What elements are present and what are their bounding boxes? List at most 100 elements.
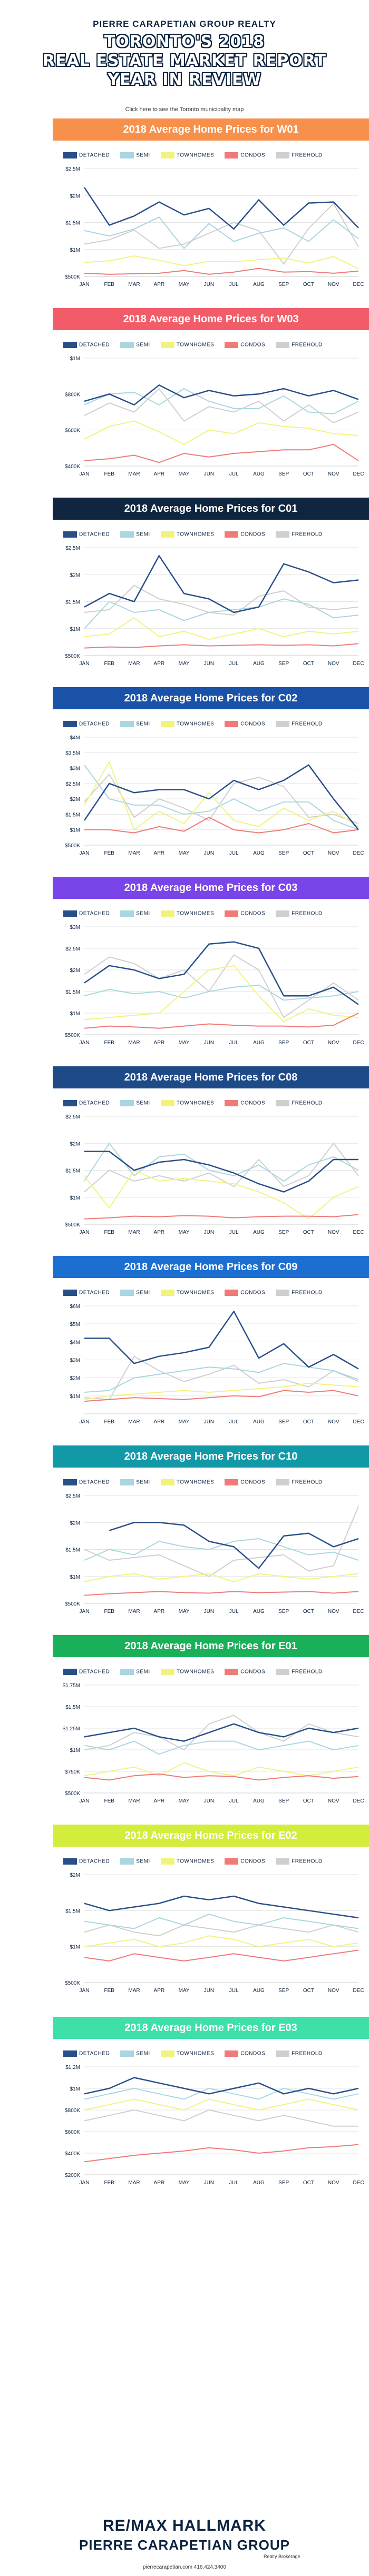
chart-title: 2018 Average Home Prices for W03 (123, 313, 299, 325)
y-tick-label: $1M (70, 1574, 80, 1580)
x-tick-label: JUN (204, 1419, 214, 1425)
series-line-condos (84, 1390, 359, 1402)
legend-label: SEMI (136, 342, 150, 348)
x-tick-label: APR (154, 282, 165, 288)
x-tick-label: OCT (303, 850, 314, 856)
series-line-condos (84, 817, 359, 834)
line-chart: $500K $1M $1.5M $2M $2.5M $3M JAN FEB MAR APR MAY J… (65, 925, 364, 1046)
y-tick-label: $1.5M (65, 1168, 80, 1174)
x-tick-label: SEP (278, 282, 289, 288)
legend-swatch (120, 2050, 134, 2057)
legend-item: SEMI (120, 2050, 150, 2057)
x-tick-label: AUG (253, 1419, 265, 1425)
legend-swatch (120, 1100, 134, 1107)
legend-label: DETACHED (79, 721, 110, 727)
x-tick-label: MAR (128, 1798, 140, 1804)
legend-item: SEMI (120, 1858, 150, 1865)
legend-swatch (225, 1669, 239, 1676)
x-tick-label: APR (154, 661, 165, 667)
line-chart: $500K $1M $1.5M $2M JAN FEB MAR APR MAY JUN JUL AUG… (65, 1872, 364, 1994)
x-tick-label: MAY (179, 471, 190, 477)
x-tick-label: MAR (128, 1988, 140, 1994)
x-tick-label: JUL (229, 1040, 239, 1046)
map-link[interactable]: Click here to see the Toronto municipali… (125, 106, 244, 113)
x-tick-label: OCT (303, 282, 314, 288)
legend-swatch (276, 721, 290, 728)
x-tick-label: OCT (303, 1609, 314, 1614)
legend-item: SEMI (120, 1290, 150, 1296)
legend-label: DETACHED (79, 1669, 110, 1675)
x-tick-label: JUL (229, 282, 239, 288)
x-tick-label: DEC (353, 1230, 364, 1235)
legend-swatch (63, 342, 77, 349)
legend-swatch (120, 1858, 134, 1865)
x-tick-label: DEC (353, 1798, 364, 1804)
legend-swatch (120, 342, 134, 349)
legend-swatch (63, 910, 77, 917)
series-line-freehold (84, 388, 359, 423)
x-tick-label: NOV (328, 1798, 339, 1804)
y-tick-label: $3.5M (65, 750, 80, 756)
x-tick-label: FEB (104, 1988, 115, 1994)
series-line-townhomes (84, 1382, 359, 1400)
legend-item: TOWNHOMES (160, 1100, 215, 1107)
y-tick-label: $2M (70, 1520, 80, 1526)
x-tick-label: SEP (278, 1040, 289, 1046)
line-chart: $500K $1M $1.5M $2M $2.5M JAN FEB MAR APR MAY JUN J… (65, 1493, 364, 1614)
legend-label: SEMI (136, 911, 150, 917)
legend-label: DETACHED (79, 1480, 110, 1485)
series-line-condos (84, 444, 359, 463)
legend-label: SEMI (136, 1669, 150, 1675)
legend-item: FREEHOLD (276, 1669, 322, 1676)
series-line-freehold (84, 1715, 359, 1750)
footer-contact[interactable]: pierrecarapetian.com 416.424.3400 (143, 2564, 226, 2570)
legend-label: FREEHOLD (292, 1859, 323, 1865)
x-tick-label: FEB (104, 850, 115, 856)
x-tick-label: AUG (253, 471, 265, 477)
x-tick-label: MAR (128, 471, 140, 477)
x-tick-label: DEC (353, 661, 364, 667)
x-tick-label: FEB (104, 661, 115, 667)
legend-label: CONDOS (240, 1101, 266, 1106)
legend-item: TOWNHOMES (160, 1479, 215, 1486)
line-chart: $400K $600K $800K $1M JAN FEB MAR APR MAY JUN JUL A… (65, 356, 364, 477)
legend-swatch (276, 1100, 290, 1107)
x-tick-label: MAY (179, 1609, 190, 1614)
chart-title: 2018 Average Home Prices for C03 (124, 882, 298, 894)
legend-item: FREEHOLD (276, 2050, 322, 2057)
chart-legend: DETACHED SEMI TOWNHOMES CONDOS FREEHOLD (63, 2048, 333, 2059)
x-tick-label: SEP (278, 1798, 289, 1804)
chart-title-banner: 2018 Average Home Prices for C02 (53, 687, 369, 709)
legend-item: TOWNHOMES (160, 531, 215, 538)
legend-label: CONDOS (240, 342, 266, 348)
legend-swatch (276, 1669, 290, 1676)
legend-item: TOWNHOMES (160, 152, 215, 159)
legend-label: FREEHOLD (292, 1290, 323, 1296)
x-tick-label: JUN (204, 471, 214, 477)
x-tick-label: JAN (80, 1988, 90, 1994)
x-tick-label: NOV (328, 1419, 339, 1425)
legend-label: DETACHED (79, 2051, 110, 2057)
x-tick-label: MAR (128, 850, 140, 856)
chart-title-banner: 2018 Average Home Prices for E03 (53, 2017, 369, 2039)
x-tick-label: OCT (303, 1988, 314, 1994)
chart-title-banner: 2018 Average Home Prices for E01 (53, 1635, 369, 1657)
y-tick-label: $1.5M (65, 1908, 80, 1914)
x-tick-label: JUL (229, 2180, 239, 2186)
x-tick-label: FEB (104, 471, 115, 477)
legend-swatch (160, 2050, 174, 2057)
legend-item: DETACHED (63, 721, 110, 728)
legend-item: DETACHED (63, 1290, 110, 1296)
series-line-semi (84, 1538, 359, 1561)
legend-item: SEMI (120, 152, 150, 159)
chart-title: 2018 Average Home Prices for E03 (124, 2022, 297, 2034)
legend-label: DETACHED (79, 1859, 110, 1865)
x-tick-label: AUG (253, 1609, 265, 1614)
chart-title-banner: 2018 Average Home Prices for C09 (53, 1256, 369, 1278)
series-line-freehold (84, 203, 359, 265)
y-tick-label: $1M (70, 247, 80, 253)
series-line-detached (83, 764, 359, 830)
series-line-townhomes (84, 420, 359, 445)
chart-panel: 2018 Average Home Prices for E01 DETACHED… (53, 1635, 369, 1809)
legend-item: FREEHOLD (276, 1290, 322, 1296)
